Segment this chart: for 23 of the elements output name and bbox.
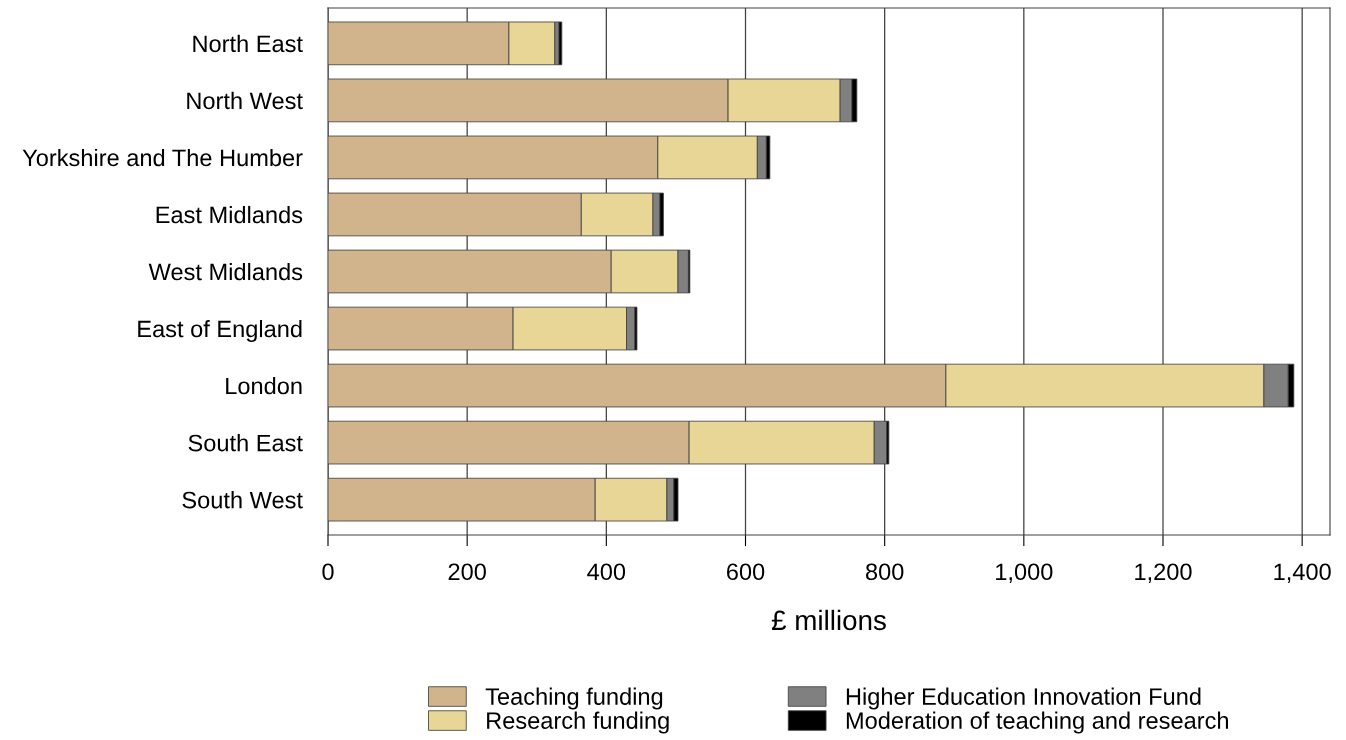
y-tick-label: London — [226, 377, 302, 395]
legend-label: Teaching funding — [485, 687, 663, 710]
x-axis-title: £ millions — [771, 609, 886, 631]
y-tick-label: South East — [188, 434, 303, 452]
x-tick-label: 1,200 — [1135, 563, 1192, 583]
x-tick-label: 800 — [866, 563, 904, 581]
bar — [558, 21, 563, 66]
legend-label: Higher Education Innovation Fund — [846, 687, 1201, 710]
x-tick-label: 1,000 — [996, 563, 1053, 583]
y-tick-label: North West — [187, 91, 303, 110]
y-tick-label: South West — [182, 491, 303, 509]
legend-label: Research funding — [487, 711, 669, 734]
x-tick-label: 200 — [448, 563, 486, 581]
legend-label: Moderation of teaching and research — [846, 711, 1228, 734]
x-tick-label: 400 — [587, 563, 626, 581]
y-tick-label: West Midlands — [148, 262, 303, 281]
x-tick-label: 600 — [727, 563, 765, 581]
y-tick-label: East of England — [138, 319, 302, 342]
y-tick-label: North East — [193, 34, 303, 53]
x-tick-label: 0 — [322, 563, 334, 581]
x-tick-label: 1,400 — [1274, 563, 1331, 583]
y-tick-label: East Midlands — [156, 205, 303, 224]
y-tick-label: Yorkshire and The Humber — [22, 148, 303, 167]
